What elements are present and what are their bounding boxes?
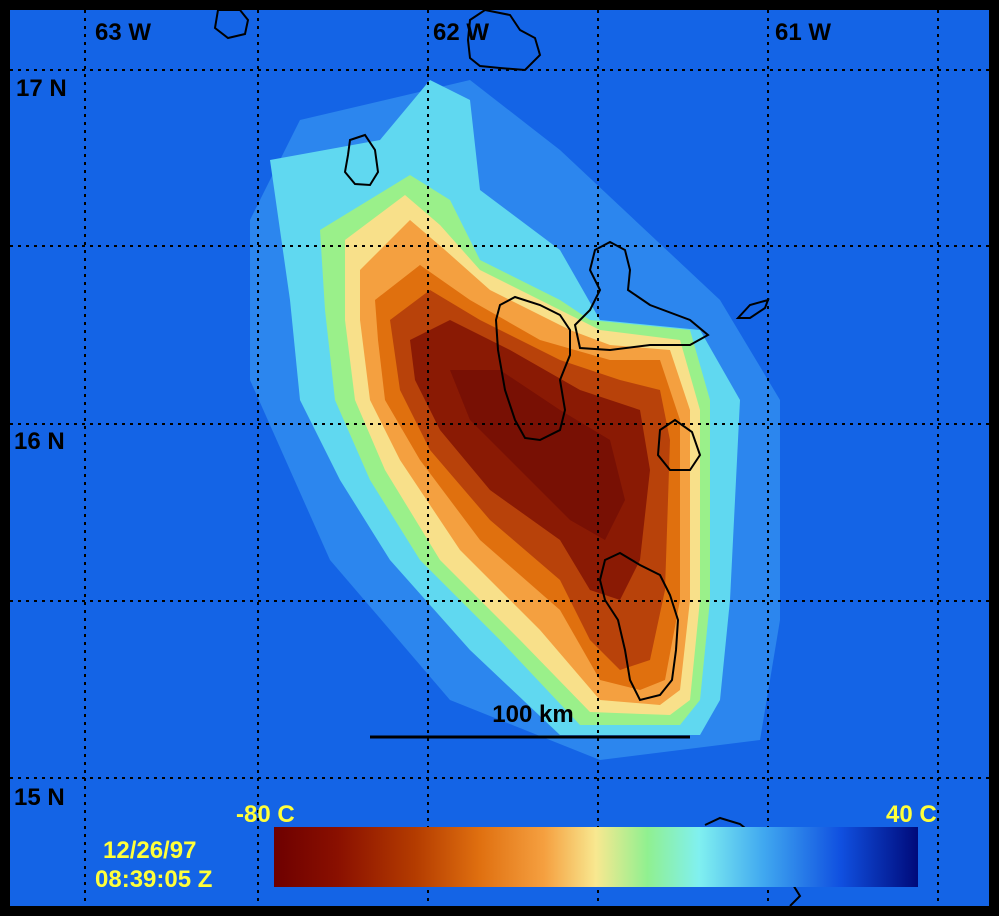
- colorbar-max-label: 40 C: [886, 801, 937, 828]
- lon-label-61w: 61 W: [775, 19, 831, 46]
- lat-label-15n: 15 N: [14, 784, 65, 811]
- colorbar: [274, 827, 918, 887]
- island-antigua: [466, 10, 542, 72]
- island-montserrat: [343, 133, 380, 187]
- storm-core-inner: [450, 370, 625, 540]
- island-guadeloupe-east: [573, 240, 710, 352]
- island-guadeloupe-west: [494, 295, 571, 442]
- lon-label-62w: 62 W: [433, 19, 489, 46]
- island-marie-galante: [656, 418, 702, 471]
- graticule: [10, 10, 989, 906]
- island-desirade: [735, 298, 770, 319]
- date-label: 12/26/97: [103, 837, 196, 864]
- island-top-left: [213, 10, 250, 40]
- island-dominica: [598, 551, 680, 702]
- lat-label-16n: 16 N: [14, 428, 65, 455]
- time-label: 08:39:05 Z: [95, 866, 212, 893]
- scale-bar-label: 100 km: [492, 701, 573, 728]
- colorbar-min-label: -80 C: [236, 801, 295, 828]
- lat-label-17n: 17 N: [16, 75, 67, 102]
- lon-label-63w: 63 W: [95, 19, 151, 46]
